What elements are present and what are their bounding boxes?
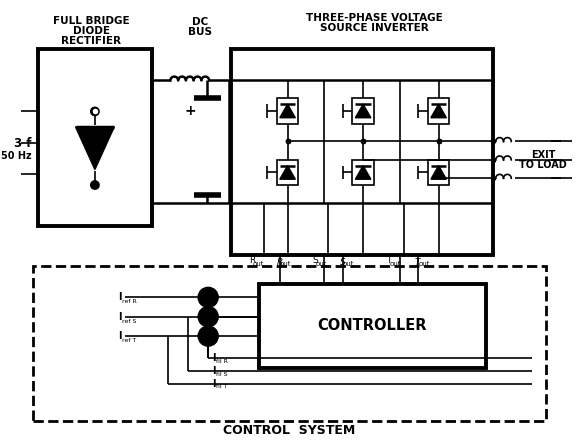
Text: DC: DC bbox=[193, 17, 209, 27]
Text: EXIT: EXIT bbox=[531, 150, 556, 160]
Polygon shape bbox=[356, 104, 371, 118]
Bar bbox=[353, 98, 374, 124]
Text: +: + bbox=[201, 310, 209, 320]
Text: $\overline{S}$: $\overline{S}$ bbox=[339, 253, 347, 268]
Text: ref T: ref T bbox=[122, 338, 136, 343]
Text: −: − bbox=[206, 338, 215, 348]
Text: out: out bbox=[316, 261, 327, 268]
Text: out: out bbox=[389, 261, 401, 268]
Text: fil S: fil S bbox=[216, 372, 227, 377]
Bar bbox=[353, 160, 374, 185]
Text: out: out bbox=[280, 261, 291, 268]
Text: out: out bbox=[343, 261, 354, 268]
Text: −: − bbox=[206, 319, 215, 329]
Text: RECTIFIER: RECTIFIER bbox=[61, 36, 121, 46]
Polygon shape bbox=[280, 104, 295, 118]
Text: out: out bbox=[418, 261, 430, 268]
Text: R: R bbox=[249, 256, 256, 265]
Text: CONTROL  SYSTEM: CONTROL SYSTEM bbox=[223, 424, 356, 438]
Text: $\overline{T}$: $\overline{T}$ bbox=[414, 253, 422, 268]
Text: $\overline{R}$: $\overline{R}$ bbox=[276, 253, 284, 268]
Text: FULL BRIDGE: FULL BRIDGE bbox=[53, 16, 129, 27]
Text: +: + bbox=[201, 329, 209, 339]
Bar bbox=[33, 266, 546, 421]
Text: +: + bbox=[201, 291, 209, 300]
Circle shape bbox=[198, 307, 218, 326]
Polygon shape bbox=[356, 166, 371, 179]
Text: T: T bbox=[386, 256, 392, 265]
Circle shape bbox=[198, 288, 218, 307]
Text: I: I bbox=[212, 378, 216, 389]
Bar bbox=[259, 284, 486, 368]
Bar bbox=[231, 48, 493, 255]
Bar bbox=[277, 160, 298, 185]
Polygon shape bbox=[75, 127, 114, 170]
Text: +: + bbox=[185, 105, 197, 118]
Text: DIODE: DIODE bbox=[72, 26, 110, 36]
Text: 3 f: 3 f bbox=[14, 137, 32, 150]
Text: fil T: fil T bbox=[216, 385, 227, 389]
Text: I: I bbox=[212, 354, 216, 363]
Text: 50 Hz: 50 Hz bbox=[1, 151, 32, 161]
Polygon shape bbox=[431, 166, 447, 179]
Text: SOURCE INVERTER: SOURCE INVERTER bbox=[320, 23, 429, 33]
Text: fil R: fil R bbox=[216, 359, 228, 364]
Text: CONTROLLER: CONTROLLER bbox=[317, 318, 426, 333]
Text: out: out bbox=[253, 261, 264, 268]
Text: ref S: ref S bbox=[122, 319, 136, 324]
Text: I: I bbox=[118, 331, 122, 341]
Text: −: − bbox=[206, 299, 215, 309]
Circle shape bbox=[91, 181, 99, 189]
Text: I: I bbox=[118, 292, 122, 303]
Bar bbox=[428, 98, 450, 124]
Polygon shape bbox=[431, 104, 447, 118]
Text: TO LOAD: TO LOAD bbox=[519, 159, 567, 170]
Text: I: I bbox=[212, 366, 216, 376]
Text: THREE-PHASE VOLTAGE: THREE-PHASE VOLTAGE bbox=[306, 12, 443, 23]
Text: I: I bbox=[118, 312, 122, 322]
Bar bbox=[277, 98, 298, 124]
Circle shape bbox=[198, 326, 218, 346]
Bar bbox=[428, 160, 450, 185]
Text: BUS: BUS bbox=[188, 27, 212, 37]
Text: ref R: ref R bbox=[122, 299, 137, 304]
Circle shape bbox=[91, 108, 99, 115]
Text: S: S bbox=[313, 256, 318, 265]
Bar bbox=[38, 48, 152, 225]
Polygon shape bbox=[280, 166, 295, 179]
